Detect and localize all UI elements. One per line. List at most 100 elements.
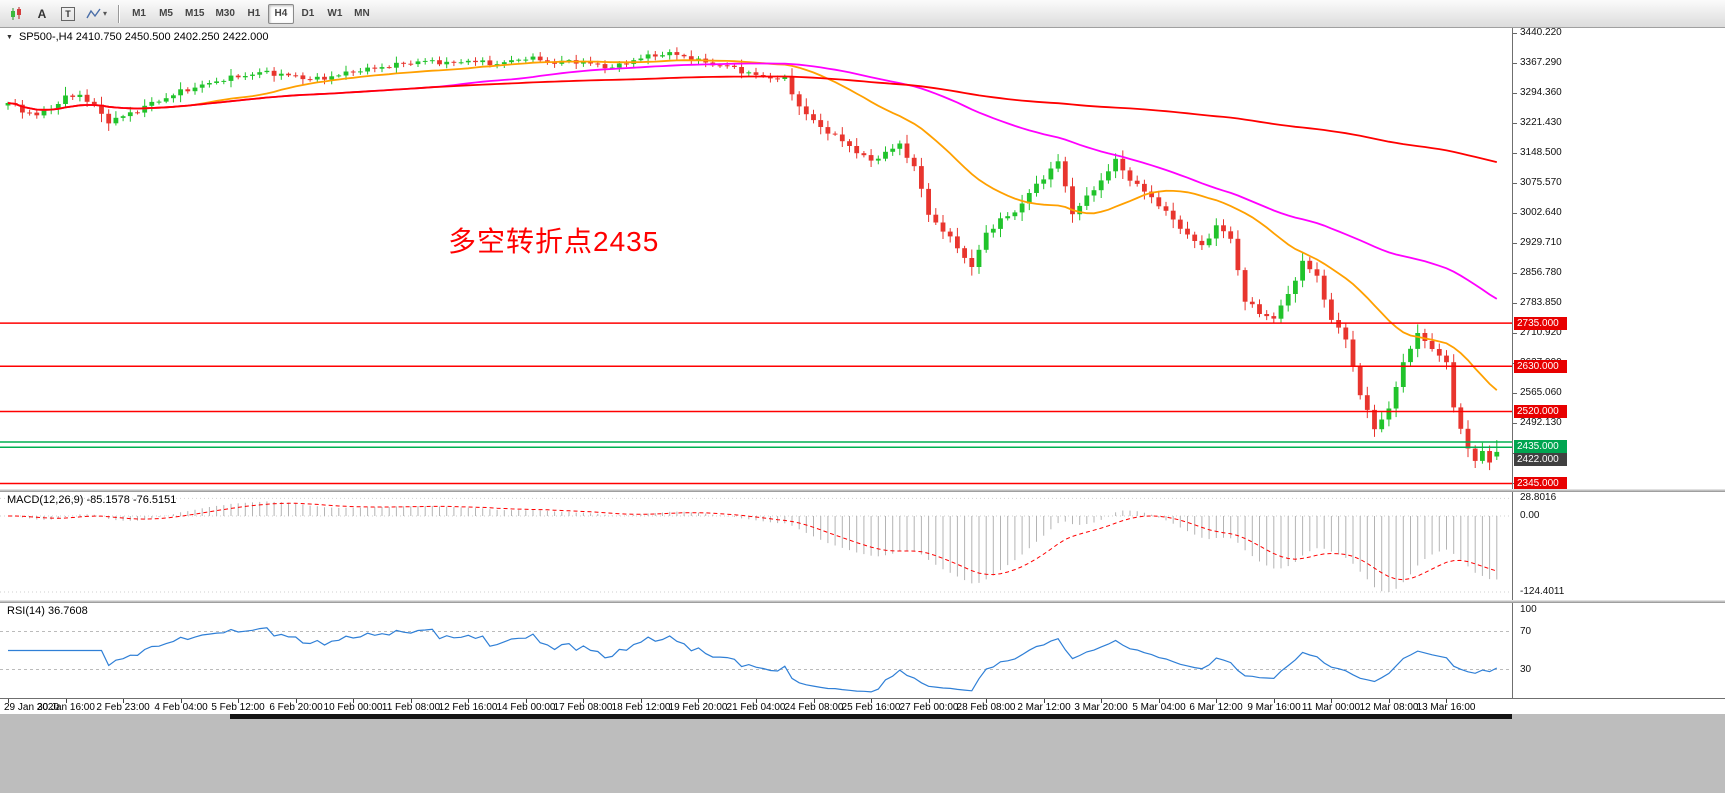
time-axis-label: 4 Feb 04:00 (154, 702, 208, 713)
macd-label: MACD(12,26,9) -85.1578 -76.5151 (7, 494, 177, 506)
axis-tick (1513, 93, 1517, 94)
price-axis-label: 3075.570 (1520, 177, 1562, 188)
price-axis[interactable]: 3440.220 3367.290 3294.360 3221.430 3148.500… (1512, 27, 1725, 698)
macd-axis-label: -124.4011 (1520, 586, 1565, 597)
time-axis-tick (296, 699, 297, 703)
panel-splitter-macd-rsi[interactable] (0, 600, 1725, 603)
rsi-axis-label: 70 (1520, 625, 1532, 637)
macd-axis-label: 28.8016 (1520, 492, 1557, 504)
price-level-badge: 2345.000 (1514, 477, 1567, 490)
time-axis-label: 30 Jan 16:00 (37, 702, 95, 713)
time-axis-tick (66, 699, 67, 703)
candlestick-chart[interactable] (0, 28, 1512, 489)
axis-tick (1513, 333, 1517, 334)
time-axis-label: 24 Feb 08:00 (784, 702, 844, 713)
dropdown-arrow-icon: ▾ (103, 9, 108, 18)
candles-layer (5, 47, 1500, 471)
time-axis-tick (986, 699, 987, 703)
rsi-line (8, 627, 1498, 693)
main-chart-panel[interactable]: ▼ SP500-,H4 2410.750 2450.500 2402.250 2… (0, 28, 1512, 489)
axis-tick (1513, 213, 1517, 214)
axis-tick (1513, 423, 1517, 424)
font-tool-label: A (37, 6, 47, 21)
time-axis-tick (1446, 699, 1447, 703)
time-axis[interactable]: 29 Jan 2020 30 Jan 16:00 2 Feb 23:00 4 Feb … (0, 698, 1725, 714)
macd-signal-line (8, 502, 1497, 581)
macd-panel[interactable]: MACD(12,26,9) -85.1578 -76.5151 (0, 492, 1512, 600)
time-axis-tick (526, 699, 527, 703)
time-axis-tick (583, 699, 584, 703)
macd-chart (0, 497, 1512, 593)
price-axis-label: 2783.850 (1520, 297, 1562, 308)
time-axis-label: 14 Feb 00:00 (496, 702, 556, 713)
macd-axis-label: 0.00 (1520, 510, 1540, 521)
timeframe-button-m5[interactable]: M5 (159, 8, 173, 19)
time-axis-tick (756, 699, 757, 703)
time-axis-tick (1101, 699, 1102, 703)
time-axis-tick (8, 699, 9, 703)
timeframe-button-group: M1 M5 M15 M30 H1 H4 D1 W1 MN (126, 3, 375, 24)
rsi-axis-label: 30 (1520, 663, 1532, 675)
candlestick-chart-icon (11, 6, 21, 20)
time-axis-label: 28 Feb 08:00 (956, 702, 1016, 713)
moving-averages-layer (7, 59, 1498, 391)
time-axis-label: 19 Feb 20:00 (668, 702, 728, 713)
timeframe-button-h1[interactable]: H1 (247, 8, 261, 19)
axis-tick (1513, 63, 1517, 64)
zigzag-line-icon (86, 8, 101, 18)
macd-histogram (14, 501, 1498, 592)
time-axis-tick (123, 699, 124, 703)
chart-title-text: SP500-,H4 2410.750 2450.500 2402.250 242… (18, 31, 269, 43)
price-axis-label: 3148.500 (1520, 147, 1562, 158)
timeframe-button-m1[interactable]: M1 (132, 8, 146, 19)
timeframe-button-d1[interactable]: D1 (301, 8, 315, 19)
price-axis-label: 3221.430 (1520, 117, 1562, 128)
time-axis-tick (411, 699, 412, 703)
time-axis-tick (929, 699, 930, 703)
time-axis-label: 5 Feb 12:00 (211, 702, 265, 713)
time-axis-label: 11 Feb 08:00 (381, 702, 441, 713)
axis-tick (1513, 243, 1517, 244)
timeframe-button-h4[interactable]: H4 (267, 3, 294, 24)
time-axis-tick (1159, 699, 1160, 703)
timeframe-button-m30[interactable]: M30 (215, 8, 235, 19)
time-axis-tick (1389, 699, 1390, 703)
time-axis-tick (641, 699, 642, 703)
price-level-badge: 2735.000 (1514, 316, 1567, 330)
horizontal-lines-layer[interactable] (0, 322, 1512, 485)
panel-splitter-main-macd[interactable] (0, 489, 1725, 492)
toolbar-separator (118, 4, 120, 23)
chart-annotation[interactable]: 多空转折点2435 (448, 226, 660, 257)
time-axis-label: 3 Mar 20:00 (1074, 702, 1128, 713)
time-axis-label: 18 Feb 12:00 (611, 702, 671, 713)
price-axis-label: 2492.130 (1520, 417, 1562, 428)
price-axis-label: 3294.360 (1520, 87, 1562, 98)
text-tool-button[interactable]: T (56, 3, 80, 25)
time-axis-tick (871, 699, 872, 703)
time-axis-tick (698, 699, 699, 703)
time-axis-label: 6 Mar 12:00 (1189, 702, 1243, 713)
timeframe-button-m15[interactable]: M15 (185, 8, 205, 19)
price-level-badge: 2630.000 (1514, 359, 1567, 373)
time-axis-label: 27 Feb 00:00 (899, 702, 959, 713)
chart-type-button[interactable] (4, 3, 28, 25)
line-studies-button[interactable]: ▾ (82, 3, 111, 25)
timeframe-button-mn[interactable]: MN (354, 8, 370, 19)
time-axis-tick (353, 699, 354, 703)
time-axis-label: 10 Feb 00:00 (323, 702, 383, 713)
axis-tick (1513, 153, 1517, 154)
toolbar: A T ▾ M1 M5 M15 M30 H1 H4 D1 W1 MN (0, 0, 1725, 28)
axis-tick (1513, 273, 1517, 274)
time-axis-label: 2 Feb 23:00 (96, 702, 150, 713)
price-axis-label: 3440.220 (1520, 27, 1562, 38)
axis-tick (1513, 393, 1517, 394)
price-axis-label: 3002.640 (1520, 207, 1562, 218)
time-axis-label: 13 Mar 16:00 (1416, 702, 1476, 713)
time-axis-tick (468, 699, 469, 703)
timeframe-button-w1[interactable]: W1 (327, 8, 343, 19)
time-axis-tick (181, 699, 182, 703)
rsi-panel[interactable]: RSI(14) 36.7608 (0, 603, 1512, 698)
font-tool-button[interactable]: A (30, 3, 54, 25)
price-axis-label: 2710.920 (1520, 327, 1562, 338)
